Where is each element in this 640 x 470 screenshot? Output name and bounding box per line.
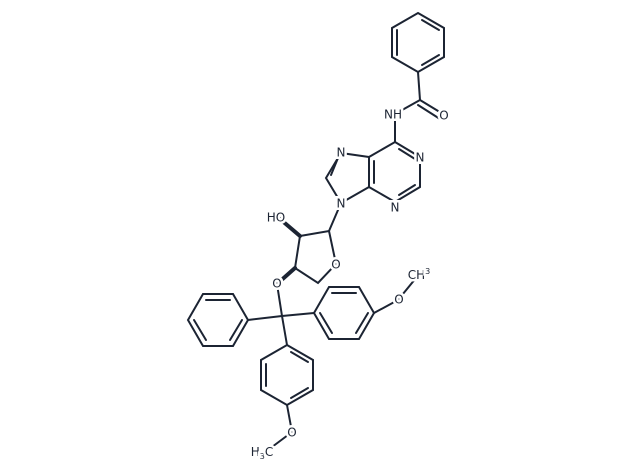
atom-label: N bbox=[337, 197, 346, 211]
atom-label-sub: 3 bbox=[260, 452, 265, 461]
phenyl-ring bbox=[186, 293, 250, 347]
benzene-ring bbox=[391, 11, 445, 74]
atom-labels: NH O N N N N HO O O O CH3 O H3C bbox=[248, 105, 451, 463]
bond bbox=[394, 99, 421, 115]
double-bond bbox=[229, 319, 243, 341]
bond bbox=[417, 71, 421, 101]
double-bond bbox=[290, 387, 309, 399]
bonds bbox=[186, 11, 445, 451]
double-bond bbox=[421, 19, 440, 31]
atom-label-tail: C bbox=[265, 445, 273, 459]
imidazole-ring bbox=[324, 151, 370, 205]
atom-label: O bbox=[394, 293, 403, 307]
atom-label: O bbox=[331, 258, 340, 272]
bond bbox=[286, 404, 293, 433]
atom-label: O bbox=[287, 426, 296, 440]
wedge-bond bbox=[275, 266, 297, 286]
atom-label: N bbox=[391, 201, 400, 215]
bond bbox=[373, 299, 399, 314]
bond bbox=[267, 431, 293, 451]
double-bond bbox=[417, 104, 441, 120]
atom-label: N bbox=[416, 151, 425, 165]
double-bond bbox=[398, 148, 416, 160]
bond bbox=[419, 99, 444, 115]
double-bond bbox=[398, 184, 416, 196]
bond bbox=[328, 202, 342, 232]
atom-label: N bbox=[337, 146, 346, 160]
atom-label: CH3 bbox=[408, 267, 431, 282]
anisyl-ring bbox=[312, 286, 376, 340]
double-bond bbox=[355, 312, 369, 334]
bond bbox=[281, 312, 315, 317]
double-bond bbox=[330, 157, 339, 176]
furanose-ring bbox=[293, 229, 338, 285]
atom-label: O bbox=[272, 277, 281, 291]
double-bond bbox=[290, 351, 309, 363]
atom-label: NH bbox=[384, 108, 402, 122]
wedge-bond bbox=[278, 217, 302, 238]
double-bond bbox=[193, 319, 207, 341]
atom-label: HO bbox=[267, 211, 285, 225]
bond bbox=[247, 315, 283, 321]
atom-label: H3C bbox=[251, 445, 274, 461]
bond bbox=[276, 283, 283, 317]
atom-label-main: H bbox=[251, 445, 260, 459]
atom-label-sup: 3 bbox=[425, 267, 430, 276]
double-bond bbox=[319, 312, 333, 334]
double-bond bbox=[421, 54, 440, 66]
bond bbox=[397, 277, 417, 301]
atom-label-main: CH bbox=[408, 268, 425, 282]
bond bbox=[281, 315, 288, 346]
anisyl-ring bbox=[260, 343, 314, 407]
atom-label: O bbox=[439, 109, 448, 123]
pyrimidine-ring bbox=[368, 140, 421, 204]
